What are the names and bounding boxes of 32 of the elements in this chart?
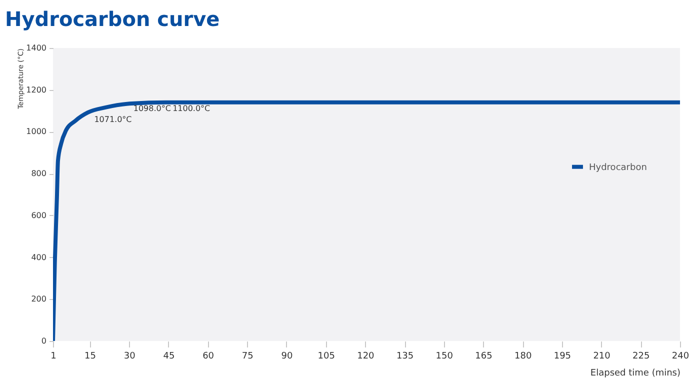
x-tick-label: 150 xyxy=(436,352,454,362)
line-series xyxy=(53,100,680,341)
chart-title: Hydrocarbon curve xyxy=(5,7,220,31)
y-tick-label: 400 xyxy=(31,252,46,262)
legend-label: Hydrocarbon xyxy=(589,162,647,173)
x-tick-label: 225 xyxy=(632,352,650,362)
x-tick-label: 120 xyxy=(357,352,375,362)
x-tick-label: 105 xyxy=(318,352,335,362)
y-tick-label: 1400 xyxy=(26,44,46,52)
y-tick-label: 1000 xyxy=(26,127,46,136)
x-tick-label: 30 xyxy=(124,352,136,362)
x-tick-label: 1 xyxy=(50,352,56,362)
annotation: 1071.0°C xyxy=(94,115,132,124)
y-tick-label: 1200 xyxy=(26,85,46,94)
y-tick-label: 0 xyxy=(41,336,46,346)
x-axis-title: Elapsed time (mins) xyxy=(590,368,680,378)
annotation: 1100.0°C xyxy=(172,104,211,113)
x-tick-label: 210 xyxy=(593,352,611,362)
x-tick-label: 15 xyxy=(84,352,96,362)
x-tick-label: 135 xyxy=(396,352,414,362)
x-tick-label: 195 xyxy=(554,352,572,362)
x-tick-label: 45 xyxy=(163,352,175,362)
x-tick-label: 180 xyxy=(514,352,532,362)
y-tick-label: 600 xyxy=(31,210,46,220)
y-tick-label: 200 xyxy=(31,294,46,304)
x-tick-label: 60 xyxy=(202,352,214,362)
y-tick-label: 800 xyxy=(31,169,46,178)
x-tick-label: 90 xyxy=(281,352,293,362)
x-tick-label: 75 xyxy=(242,352,254,362)
annotation: 1098.0°C xyxy=(133,104,172,113)
x-tick-label: 165 xyxy=(475,352,492,362)
x-tick-label: 240 xyxy=(672,352,690,362)
